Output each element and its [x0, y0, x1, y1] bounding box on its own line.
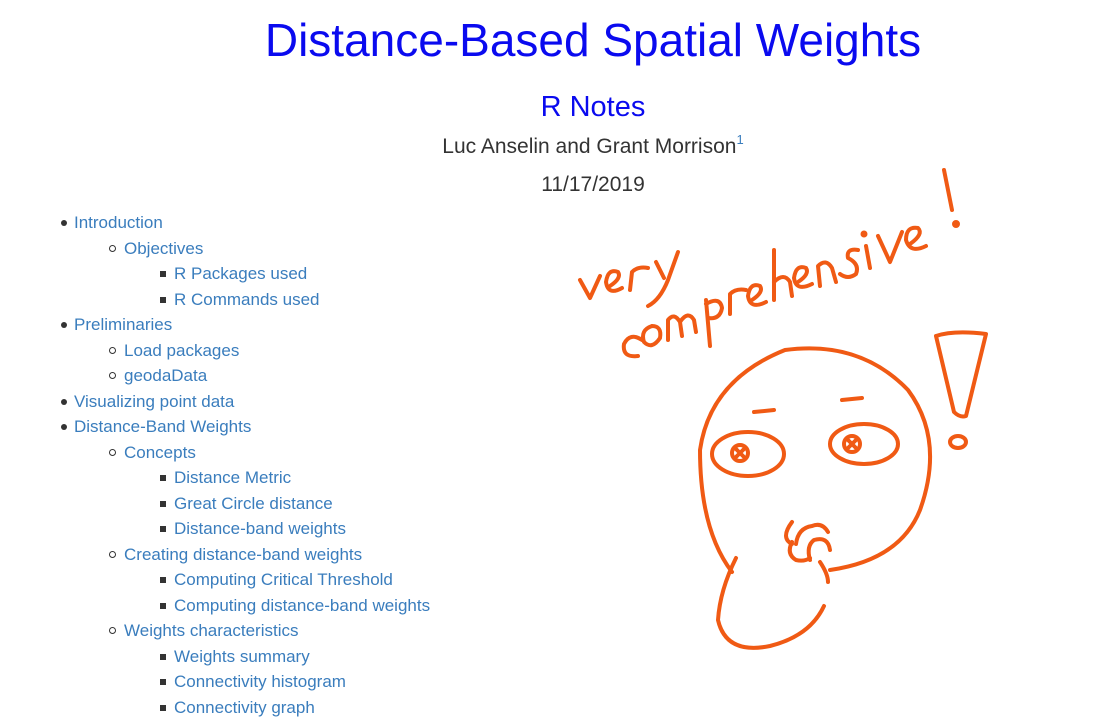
toc-link[interactable]: Concepts — [124, 442, 196, 462]
square-bullet-icon — [160, 679, 166, 685]
page-subtitle: R Notes — [540, 91, 646, 123]
toc-item: Objectives — [0, 236, 560, 262]
toc-item: Introduction — [0, 210, 560, 236]
square-bullet-icon — [160, 704, 166, 711]
toc-item: Load packages — [0, 338, 560, 364]
toc-item: Connectivity graph — [0, 695, 560, 721]
thinking-face-sketch-icon — [578, 168, 988, 650]
toc-item: Distance-band weights — [0, 516, 560, 542]
toc-link[interactable]: Creating distance-band weights — [124, 544, 363, 564]
circle-bullet-icon — [109, 448, 116, 456]
square-bullet-icon — [160, 602, 166, 609]
square-bullet-icon — [160, 653, 166, 660]
disc-bullet-icon — [61, 424, 67, 430]
toc-link[interactable]: Weights summary — [174, 646, 310, 666]
toc-link[interactable]: Connectivity histogram — [174, 672, 346, 691]
face-outline — [698, 346, 933, 574]
handwritten-note — [578, 168, 960, 359]
toc-link[interactable]: Weights characteristics — [124, 621, 299, 640]
toc-item: R Packages used — [0, 261, 560, 287]
disc-bullet-icon — [61, 398, 67, 405]
square-bullet-icon — [160, 526, 166, 532]
toc-item: Concepts — [0, 440, 560, 466]
toc-item: Preliminaries — [0, 312, 560, 338]
square-bullet-icon — [160, 271, 166, 277]
toc-link[interactable]: geodaData — [124, 366, 208, 385]
circle-bullet-icon — [109, 550, 116, 558]
authors-text: Luc Anselin and Grant Morrison — [442, 135, 737, 158]
circle-bullet-icon — [109, 372, 116, 379]
toc-link[interactable]: Distance-band weights — [174, 519, 346, 538]
publication-date: 11/17/2019 — [541, 173, 645, 196]
circle-bullet-icon — [109, 346, 116, 354]
toc-link[interactable]: Great Circle distance — [174, 493, 333, 513]
circle-bullet-icon — [109, 244, 116, 252]
toc-item: Computing distance-band weights — [0, 593, 560, 619]
disc-bullet-icon — [61, 220, 67, 226]
table-of-contents: Introduction Objectives R Packages used R C… — [0, 210, 560, 720]
toc-item: geodaData — [0, 363, 560, 389]
toc-item: Weights summary — [0, 644, 560, 670]
authors-line: Luc Anselin and Grant Morrison1 — [0, 133, 1098, 161]
toc-link[interactable]: Computing distance-band weights — [174, 595, 431, 615]
square-bullet-icon — [160, 296, 166, 303]
toc-link[interactable]: Load packages — [124, 340, 240, 360]
toc-item: Creating distance-band weights — [0, 542, 560, 568]
toc-link[interactable]: Computing Critical Threshold — [174, 570, 393, 589]
toc-item: R Commands used — [0, 287, 560, 313]
square-bullet-icon — [160, 500, 166, 507]
footnote-link[interactable]: 1 — [736, 132, 744, 147]
toc-item: Visualizing point data — [0, 389, 560, 415]
page-title: Distance-Based Spatial Weights — [264, 14, 922, 66]
toc-item: Weights characteristics — [0, 618, 560, 644]
circle-bullet-icon — [109, 627, 116, 634]
toc-item: Great Circle distance — [0, 491, 560, 517]
disc-bullet-icon — [61, 322, 67, 328]
toc-link[interactable]: Introduction — [74, 213, 163, 232]
toc-link[interactable]: Connectivity graph — [174, 697, 315, 717]
toc-item: Distance Metric — [0, 465, 560, 491]
toc-item: Connectivity histogram — [0, 669, 560, 695]
square-bullet-icon — [160, 475, 166, 481]
square-bullet-icon — [160, 577, 166, 583]
toc-link[interactable]: Distance Metric — [174, 468, 292, 487]
toc-link[interactable]: Distance-Band Weights — [74, 417, 252, 436]
toc-link[interactable]: Objectives — [124, 238, 204, 258]
toc-link[interactable]: Visualizing point data — [74, 391, 235, 411]
toc-item: Distance-Band Weights — [0, 414, 560, 440]
toc-link[interactable]: Preliminaries — [74, 315, 173, 334]
toc-link[interactable]: R Packages used — [174, 264, 308, 283]
toc-link[interactable]: R Commands used — [174, 289, 320, 309]
toc-item: Computing Critical Threshold — [0, 567, 560, 593]
